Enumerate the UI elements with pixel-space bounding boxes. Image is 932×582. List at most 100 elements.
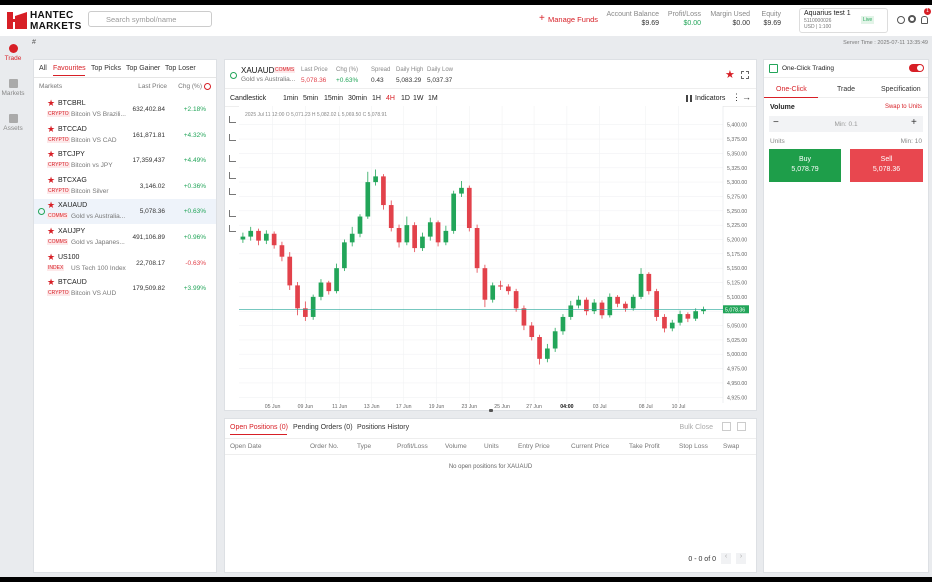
toggle[interactable] — [909, 64, 924, 72]
watchlist-tab[interactable]: All — [39, 65, 47, 72]
bulk-close[interactable]: Bulk Close — [679, 424, 713, 431]
plus-button[interactable]: + — [911, 117, 917, 128]
arrow-icon[interactable]: → — [742, 92, 751, 102]
timeframe[interactable]: 5min — [303, 95, 319, 102]
drawing-tool[interactable] — [229, 155, 236, 162]
timeframe[interactable]: 1D — [401, 95, 410, 102]
volume-input[interactable] — [769, 116, 923, 132]
drawing-tool[interactable] — [229, 225, 236, 232]
indicators[interactable]: Indicators — [695, 95, 726, 102]
candle-body — [693, 311, 699, 319]
timeframe[interactable]: 1H — [372, 95, 381, 102]
scroll-handle[interactable] — [489, 409, 493, 412]
nav-icon[interactable] — [9, 114, 18, 123]
y-tick-label: 4,975.00 — [727, 367, 747, 373]
manage-funds[interactable]: Manage Funds — [548, 15, 599, 24]
drawing-tool[interactable] — [229, 210, 236, 217]
timeframe[interactable]: 30min — [348, 95, 368, 102]
buy-button[interactable] — [769, 149, 841, 182]
nav-label[interactable]: Markets — [1, 90, 25, 97]
drawing-tool[interactable] — [229, 172, 236, 179]
timeframe[interactable]: 1W — [413, 95, 424, 102]
watchlist-tab[interactable]: Favourites — [53, 65, 86, 72]
watchlist-row[interactable]: ★ US100 INDEX US Tech 100 Index 22,708.17 -0.… — [34, 251, 216, 276]
y-tick-label: 5,275.00 — [727, 194, 747, 200]
y-tick-label: 4,925.00 — [727, 395, 747, 401]
watchlist-row[interactable]: ★ BTCAUD CRYPTO Bitcoin VS AUD 179,509.82 +3.… — [34, 276, 216, 301]
stat-value: $0.00 — [732, 20, 750, 27]
watchlist-tab[interactable]: Top Gainer — [126, 65, 161, 72]
more-menu[interactable]: ⋮ — [732, 92, 741, 102]
sell-label: Sell — [880, 156, 893, 163]
star-icon: ★ — [47, 123, 56, 134]
order-tab[interactable]: Trade — [837, 86, 856, 93]
x-tick-label: 10 Jul — [672, 404, 686, 410]
watchlist-row[interactable]: ★ BTCCAD CRYPTO Bitcoin VS CAD 161,871.81 +4.… — [34, 123, 216, 148]
candle-body — [240, 236, 246, 240]
sell-button[interactable] — [850, 149, 923, 182]
instrument-name: Gold vs Australia... — [241, 76, 296, 83]
drawing-tool[interactable] — [229, 188, 236, 195]
watchlist-row[interactable]: ★ XAUAUD COMMS Gold vs Australia... 5,078.36… — [34, 199, 216, 225]
watchlist-tab[interactable]: Top Picks — [91, 65, 121, 72]
instrument-name: Gold vs Australia... — [71, 213, 126, 221]
nav-label[interactable]: Trade — [4, 55, 22, 62]
active-icon — [230, 72, 237, 79]
star-icon: ★ — [47, 174, 56, 185]
timeframe[interactable]: 15min — [324, 95, 344, 102]
positions-tab[interactable]: Pending Orders (0) — [293, 424, 353, 431]
last-price: 491,106.89 — [132, 234, 165, 241]
search-placeholder[interactable]: Search symbol/name — [106, 15, 177, 24]
candle-body — [318, 282, 324, 297]
drawing-tool[interactable] — [229, 134, 236, 141]
positions-tab[interactable]: Open Positions (0) — [230, 424, 288, 431]
positions-tab[interactable]: Positions History — [357, 424, 410, 431]
favourite-star[interactable]: ★ — [725, 69, 735, 81]
minus-button[interactable]: − — [773, 117, 779, 128]
y-tick-label: 5,400.00 — [727, 123, 747, 129]
nav-icon[interactable] — [9, 79, 18, 88]
search-box[interactable] — [88, 11, 212, 27]
list-icon[interactable] — [722, 422, 731, 431]
ohlc-legend: 2025 Jul 11 12:00 O 5,071.23 H 5,082.02 … — [245, 112, 387, 118]
watchlist-row[interactable]: ★ BTCBRL CRYPTO Bitcoin VS Brazili... 632,40… — [34, 97, 216, 122]
chart-type[interactable]: Candlestick — [230, 95, 267, 102]
stat-value: 5,083.29 — [396, 77, 422, 84]
account-box[interactable] — [799, 8, 888, 33]
bell-icon[interactable] — [921, 16, 928, 24]
tab-divider — [225, 438, 756, 439]
drawing-tool[interactable] — [229, 116, 236, 123]
expand-icon[interactable] — [741, 71, 749, 79]
candle-body — [310, 296, 316, 317]
tag: COMMS — [47, 213, 69, 220]
column-header: Profit/Loss — [397, 443, 428, 450]
theme-icon[interactable] — [897, 16, 905, 24]
candle-body — [623, 303, 628, 309]
timeframe[interactable]: 1M — [428, 95, 438, 102]
volume-placeholder: Min: 0.1 — [834, 121, 858, 128]
watchlist-row[interactable]: ★ BTCXAG CRYPTO Bitcoin Silver 3,146.02 +0.36… — [34, 174, 216, 199]
watchlist-tab[interactable]: Top Loser — [165, 65, 196, 72]
order-tab[interactable]: One-Click — [776, 86, 807, 93]
swap-to-units[interactable]: Swap to Units — [884, 104, 922, 110]
star-icon: ★ — [47, 251, 56, 262]
x-tick-label: 09 Jun — [298, 404, 314, 410]
prev-page[interactable]: ‹ — [721, 553, 731, 564]
volume-label: Volume — [770, 104, 795, 111]
settings-icon[interactable] — [908, 15, 916, 23]
nav-icon[interactable] — [9, 44, 18, 53]
nav-label[interactable]: Assets — [3, 125, 23, 132]
timeframe[interactable]: 1min — [283, 95, 299, 102]
timeframe[interactable]: 4H — [386, 95, 395, 102]
last-price: 5,078.36 — [139, 208, 165, 216]
watchlist-row[interactable]: ★ BTCJPY CRYPTO Bitcoin vs JPY 17,359,437 +4.… — [34, 148, 216, 173]
stat-value: 5,078.36 — [301, 77, 327, 84]
order-tab[interactable]: Specification — [881, 86, 921, 93]
next-page[interactable]: › — [736, 553, 746, 564]
candlestick-chart[interactable]: 5,400.00 5,375.00 5,350.00 5,325.00 5,300.00… — [225, 106, 756, 410]
side-nav: Trade Markets Assets — [0, 36, 28, 576]
filter-icon[interactable] — [737, 422, 746, 431]
watchlist-row[interactable]: ★ XAUJPY COMMS Gold vs Japanes... 491,106.89… — [34, 225, 216, 250]
indicators-icon[interactable] — [686, 95, 692, 102]
